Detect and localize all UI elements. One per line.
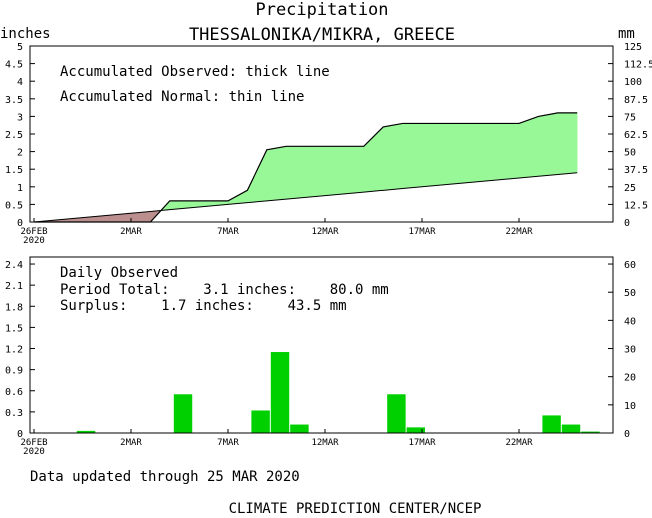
x-tick-label: 22MAR (505, 227, 533, 237)
y-tick-label-right: 50 (624, 288, 636, 299)
surplus-area (266, 146, 287, 202)
y-tick-label-right: 30 (624, 345, 636, 356)
y-tick-label-left: 2.4 (5, 260, 23, 271)
y-tick-label-left: 4.5 (5, 60, 23, 71)
y-tick-label-left: 0 (17, 218, 23, 229)
y-tick-label-right: 60 (624, 260, 636, 271)
normal-line (33, 172, 578, 223)
surplus-area (305, 146, 326, 198)
y-tick-label-left: 1.5 (5, 165, 23, 176)
surplus-area (402, 123, 423, 189)
daily-panel: 0 0.3 0.6 0.9 1.2 1.5 1.8 2.1 2.4 0 10 20 30 40 50 60 26… (5, 256, 636, 457)
y-tick-label-left: 0.5 (5, 200, 23, 211)
bottom-plot-frame (29, 256, 614, 434)
x-tick-sublabel: 2020 (23, 447, 45, 457)
x-tick-label: 12MAR (311, 438, 339, 448)
x-tick-label: 7MAR (217, 227, 239, 237)
surplus-area (441, 123, 462, 186)
accumulated-panel: 00.511.522.533.544.55012.52537.55062.575… (5, 42, 652, 246)
surplus-area (247, 149, 268, 203)
y-tick-label-right: 125 (624, 42, 642, 53)
y-tick-label-left: 0.6 (5, 387, 23, 398)
daily-observed-label: Daily Observed (60, 265, 178, 281)
y-tick-label-right: 87.5 (624, 95, 648, 106)
fill-areas (33, 112, 578, 223)
surplus-area (518, 116, 539, 179)
x-tick-label: 22MAR (505, 438, 533, 448)
x-tick-label: 7MAR (217, 438, 239, 448)
surplus-area (479, 123, 500, 182)
x-tick-label: 17MAR (408, 227, 436, 237)
y-tick-label-right: 75 (624, 112, 636, 123)
y-tick-label-left: 3.5 (5, 95, 23, 106)
x-tick-label: 17MAR (408, 438, 436, 448)
y-tick-label-right: 62.5 (624, 130, 648, 141)
chart-title: Precipitation (255, 0, 388, 20)
y-tick-label-left: 1.8 (5, 302, 23, 313)
surplus-area (324, 146, 345, 196)
x-tick-label: 26FEB (20, 227, 47, 237)
daily-bar (542, 415, 561, 433)
y-tick-label-right: 100 (624, 77, 642, 88)
y-tick-label-left: 2.5 (5, 130, 23, 141)
surplus-text: Surplus: 1.7 inches: 43.5 mm (60, 298, 347, 314)
y-tick-label-right: 112.5 (624, 60, 652, 71)
y-tick-label-right: 20 (624, 373, 636, 384)
y-tick-label-left: 1.5 (5, 323, 23, 334)
y-tick-label-right: 10 (624, 401, 636, 412)
y-tick-label-left: 0.9 (5, 366, 23, 377)
y-tick-label-left: 0.3 (5, 408, 23, 419)
legend-normal: Accumulated Normal: thin line (60, 89, 304, 105)
x-tick-label: 2MAR (120, 438, 142, 448)
daily-bar (387, 394, 406, 433)
daily-bar (581, 431, 600, 433)
daily-bar (406, 427, 426, 433)
surplus-area (421, 123, 442, 188)
right-unit-label: mm (618, 26, 635, 42)
y-tick-label-left: 2.1 (5, 281, 23, 292)
daily-bar (270, 352, 290, 433)
y-tick-label-left: 1.2 (5, 345, 23, 356)
daily-bar (76, 430, 96, 433)
period-total: Period Total: 3.1 inches: 80.0 mm (60, 282, 389, 298)
station-name: THESSALONIKA/MIKRA, GREECE (189, 25, 455, 45)
y-tick-label-left: 2 (17, 148, 23, 159)
credit-line: CLIMATE PREDICTION CENTER/NCEP (229, 501, 482, 517)
surplus-area (344, 146, 365, 195)
surplus-area (285, 146, 306, 200)
surplus-area (382, 123, 403, 191)
surplus-area (499, 123, 520, 181)
daily-bar (173, 394, 193, 433)
y-tick-label-left: 3 (17, 112, 23, 123)
y-tick-label-right: 40 (624, 316, 636, 327)
surplus-area (538, 112, 559, 177)
surplus-area (557, 112, 578, 175)
y-tick-label-right: 25 (624, 183, 636, 194)
x-tick-label: 26FEB (20, 438, 47, 448)
y-tick-label-right: 12.5 (624, 200, 648, 211)
y-tick-label-right: 0 (624, 218, 630, 229)
y-tick-label-right: 0 (624, 429, 630, 440)
daily-bar (561, 424, 581, 433)
daily-bar (251, 410, 270, 433)
y-tick-label-right: 37.5 (624, 165, 648, 176)
surplus-area (460, 123, 481, 184)
y-tick-label-left: 1 (17, 183, 23, 194)
y-tick-label-left: 0 (17, 429, 23, 440)
data-updated-note: Data updated through 25 MAR 2020 (30, 469, 300, 485)
x-tick-label: 2MAR (120, 227, 142, 237)
y-tick-label-left: 5 (17, 42, 23, 53)
daily-bar (290, 424, 309, 433)
y-tick-label-right: 50 (624, 148, 636, 159)
legend-observed: Accumulated Observed: thick line (60, 64, 330, 80)
x-tick-label: 12MAR (311, 227, 339, 237)
left-unit-label: inches (0, 26, 51, 42)
x-tick-sublabel: 2020 (23, 236, 45, 246)
y-tick-label-left: 4 (17, 77, 23, 88)
